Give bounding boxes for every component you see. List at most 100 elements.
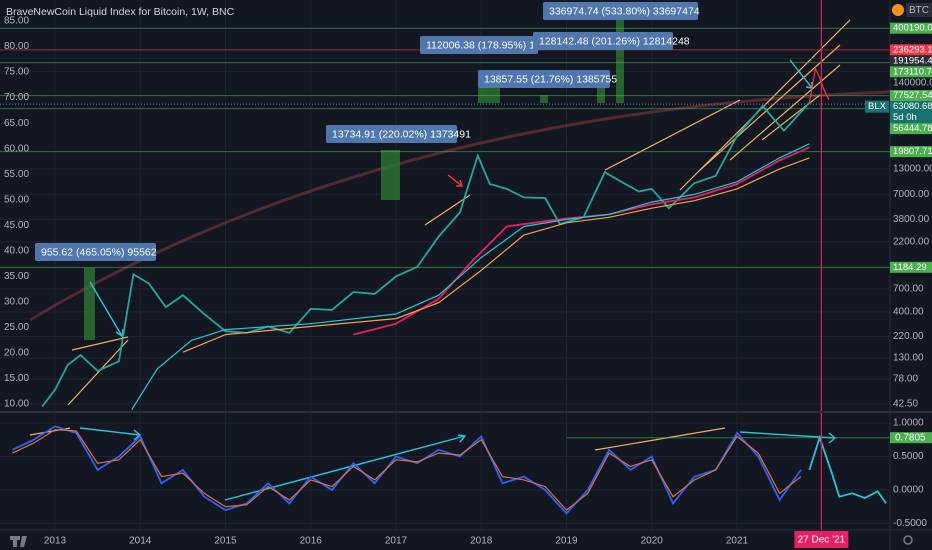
- y2-tick-label: 75.00: [4, 67, 29, 78]
- x-tick-label: 2014: [129, 536, 152, 547]
- arc-drawing: [29, 90, 891, 322]
- annotation-box: [543, 2, 698, 20]
- y-tick-label: 7000.00: [893, 189, 930, 200]
- price-level-box: [890, 146, 932, 158]
- y2-tick-label: 65.00: [4, 118, 29, 129]
- price-level-label: 400190.01: [893, 23, 932, 34]
- annotation-box: [478, 70, 610, 88]
- range-box: [597, 85, 605, 103]
- price-level-box: [890, 55, 932, 67]
- annotation: 128142.48 (201.26%) 12814248: [533, 32, 690, 50]
- trend-line: [699, 44, 841, 171]
- y-tick-label: 3800.00: [893, 214, 930, 225]
- y2-tick-label: 60.00: [4, 143, 29, 154]
- crosshair-box: [794, 531, 849, 548]
- y-tick-label: 140000.00: [893, 77, 932, 88]
- annotation-text: 336974.74 (533.80%) 33697474: [549, 5, 700, 17]
- annotation-text: 112006.38 (178.95%) 112: [426, 39, 546, 51]
- y-tick-label: 400.00: [893, 307, 924, 318]
- y-tick-label: 42.50: [893, 399, 918, 410]
- corner-icon: [892, 4, 904, 16]
- price-level-label: 77527.54: [893, 90, 932, 101]
- y2-tick-label: 15.00: [4, 373, 29, 384]
- x-tick-label: 2015: [214, 536, 237, 547]
- arrow: [79, 427, 142, 441]
- price-level-label: 173110.77: [893, 66, 932, 77]
- series-line: [12, 425, 802, 515]
- series-line: [41, 102, 811, 408]
- chart-title: BraveNewCoin Liquid Index for Bitcoin, 1…: [6, 6, 235, 18]
- logo: [10, 536, 27, 547]
- corner-label: BTC: [909, 5, 929, 16]
- x-tick-label: 2019: [555, 536, 578, 547]
- range-box: [84, 268, 95, 340]
- annotation: 13734.91 (220.02%) 1373491: [326, 125, 471, 143]
- x-tick-label: 2017: [385, 536, 408, 547]
- annotation-text: 13734.91 (220.02%) 1373491: [332, 128, 471, 140]
- price-level-label: 19807.71: [893, 146, 932, 157]
- x-tick-label: 2016: [300, 536, 323, 547]
- axes: 2013 2014 2015 2016 2017 2018 2019 2020 2021 10.0…: [4, 16, 932, 548]
- y2-tick-label: 55.00: [4, 169, 29, 180]
- series-line: [12, 429, 802, 511]
- price-level-label: 1184.29: [893, 262, 927, 273]
- osc-level-label: 0.7805: [895, 432, 926, 443]
- osc-tick-label: 0.5000: [893, 451, 924, 462]
- trend-line: [67, 339, 129, 406]
- price-level-box: [890, 261, 932, 273]
- series-line: [182, 157, 810, 353]
- trend-line: [604, 99, 741, 171]
- current-price-label: 63080.68: [893, 101, 932, 112]
- y-tick-label: 2200.00: [893, 237, 930, 248]
- price-level-box: [890, 66, 932, 78]
- price-level-label: 236293.12: [893, 44, 932, 55]
- symbol-label: BLX: [868, 101, 887, 112]
- symbol-box: [865, 100, 889, 113]
- annotation-text: 128142.48 (201.26%) 12814248: [539, 35, 690, 47]
- price-level-box: [890, 44, 932, 56]
- annotation: 336974.74 (533.80%) 33697474: [543, 2, 700, 20]
- y2-tick-label: 50.00: [4, 194, 29, 205]
- y2-tick-label: 85.00: [4, 16, 29, 27]
- annotation-text: 13857.55 (21.76%) 1385755: [484, 73, 617, 85]
- corner-box: [906, 3, 932, 17]
- annotation-text: 955.62 (465.05%) 95562: [41, 246, 157, 258]
- y-tick-label: 78.00: [893, 374, 918, 385]
- annotation-box: [35, 243, 156, 261]
- range-box: [540, 95, 548, 103]
- y-tick-label: 700.00: [893, 284, 924, 295]
- annotation-box: [420, 36, 538, 54]
- y2-tick-label: 35.00: [4, 271, 29, 282]
- y2-tick-label: 25.00: [4, 322, 29, 333]
- y2-tick-label: 10.00: [4, 399, 29, 410]
- y2-tick-label: 40.00: [4, 245, 29, 256]
- price-level-box: [890, 22, 932, 34]
- y-tick-label: 220.00: [893, 331, 924, 342]
- osc-tick-label: -0.5000: [893, 518, 927, 529]
- price-level-box: [890, 90, 932, 102]
- range-box: [616, 20, 624, 103]
- arrow: [89, 281, 124, 338]
- price-level-label: 191954.45: [893, 55, 932, 66]
- x-tick-label: 2018: [470, 536, 493, 547]
- crosshair-label: 27 Dec '21: [798, 535, 846, 546]
- trend-line: [594, 427, 726, 451]
- y2-tick-label: 20.00: [4, 348, 29, 359]
- y2-tick-label: 45.00: [4, 220, 29, 231]
- annotation: 112006.38 (178.95%) 112: [420, 36, 546, 54]
- annotation-box: [533, 32, 673, 50]
- settings-icon[interactable]: [903, 535, 913, 545]
- countdown-label: 5d 0h: [893, 112, 917, 123]
- y2-tick-label: 80.00: [4, 41, 29, 52]
- annotation-box: [326, 125, 457, 143]
- current-price-box: [890, 101, 932, 124]
- osc-tick-label: 0.0000: [893, 485, 924, 496]
- arrow: [447, 174, 463, 187]
- y2-tick-label: 30.00: [4, 297, 29, 308]
- y-tick-label: 13000.00: [893, 164, 932, 175]
- annotation: 955.62 (465.05%) 95562: [35, 243, 157, 261]
- x-tick-label: 2013: [44, 536, 67, 547]
- range-box: [381, 150, 400, 200]
